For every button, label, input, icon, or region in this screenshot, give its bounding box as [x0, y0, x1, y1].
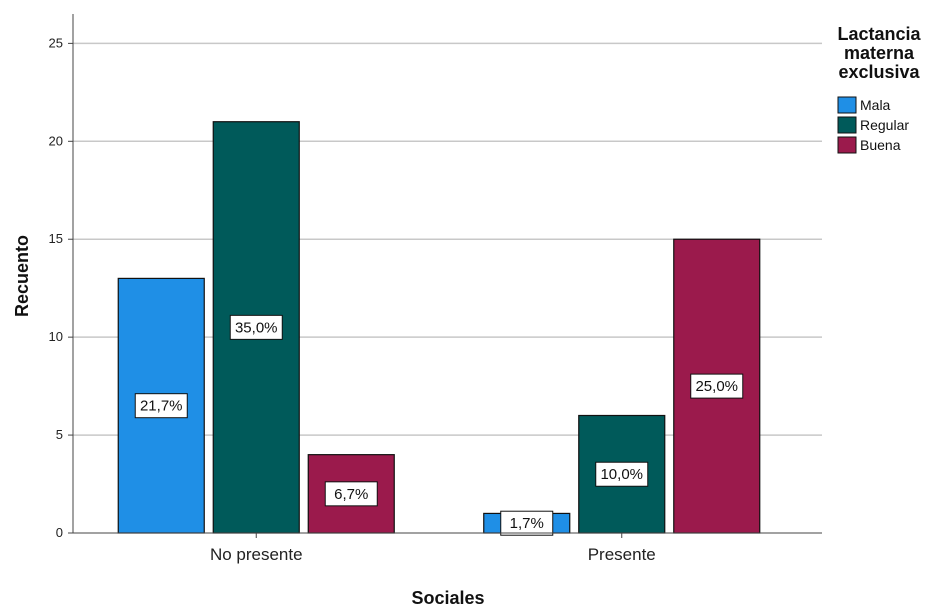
bar-data-label-box — [229, 314, 283, 340]
bar-data-label-box — [324, 481, 378, 507]
x-tick-label: No presente — [210, 545, 303, 564]
bar-data-label: 1,7% — [500, 510, 554, 536]
x-ticks: No presente Presente — [210, 533, 656, 564]
bar-data-label-text: 25,0% — [695, 378, 738, 395]
bar-data-label: 35,0% — [229, 314, 283, 340]
legend-label: Mala — [860, 97, 891, 113]
y-tick-label: 25 — [49, 35, 63, 50]
legend-title: Lactancia — [837, 24, 921, 44]
bar-data-label-box — [690, 373, 744, 399]
y-tick-label: 10 — [49, 329, 63, 344]
bar-data-label-text: 35,0% — [235, 319, 278, 336]
y-tick-label: 15 — [49, 231, 63, 246]
x-axis-title: Sociales — [411, 588, 484, 605]
bar-data-label-text: 1,7% — [510, 515, 544, 532]
legend-swatch — [837, 116, 857, 134]
legend-title: exclusiva — [838, 62, 920, 82]
legend-item-mala: Mala — [837, 96, 891, 114]
bar-data-label-box — [134, 393, 188, 419]
bar-data-label-text: 21,7% — [140, 398, 183, 415]
legend-label: Buena — [860, 137, 901, 153]
legend-item-regular: Regular — [837, 116, 909, 134]
bar-labels: 21,7% 35,0% 6,7% 1,7% 10,0% 25,0% — [134, 314, 744, 536]
y-axis-title: Recuento — [12, 235, 32, 317]
bar-data-label-text: 10,0% — [600, 466, 643, 483]
legend-label: Regular — [860, 117, 909, 133]
y-tick-label: 0 — [56, 525, 63, 540]
axes — [72, 14, 822, 534]
bar-data-label-text: 6,7% — [334, 486, 368, 503]
legend-item-buena: Buena — [837, 136, 901, 154]
bar-data-label: 25,0% — [690, 373, 744, 399]
bar-data-label: 10,0% — [595, 461, 649, 487]
y-tick-label: 5 — [56, 427, 63, 442]
x-tick-label: Presente — [588, 545, 656, 564]
bar-data-label-box — [500, 510, 554, 536]
bars — [117, 121, 761, 534]
bar-data-label: 21,7% — [134, 393, 188, 419]
legend-swatch — [837, 136, 857, 154]
bar-data-label: 6,7% — [324, 481, 378, 507]
y-tick-label: 20 — [49, 133, 63, 148]
legend-swatch — [837, 96, 857, 114]
bar-data-label-box — [595, 461, 649, 487]
legend-title: materna — [844, 43, 915, 63]
y-ticks: 0 5 10 15 20 25 — [49, 35, 73, 540]
